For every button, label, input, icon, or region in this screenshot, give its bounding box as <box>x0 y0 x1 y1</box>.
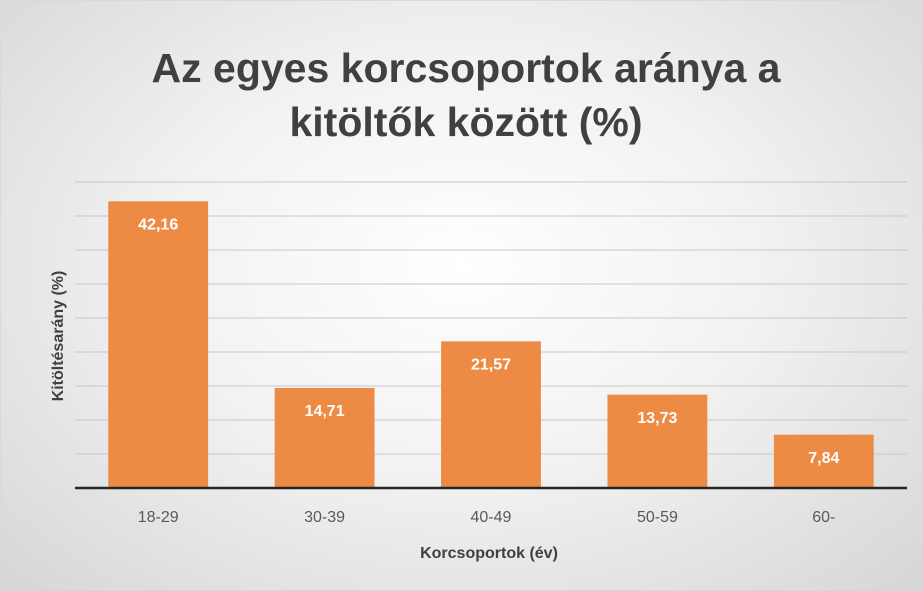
value-label: 7,84 <box>808 450 839 467</box>
value-label: 13,73 <box>637 410 677 427</box>
x-tick-label: 50-59 <box>637 509 678 526</box>
bar <box>274 387 375 488</box>
value-label: 21,57 <box>471 357 511 374</box>
x-tick-label: 30-39 <box>304 509 345 526</box>
value-label: 14,71 <box>305 403 345 420</box>
x-tick-label: 60- <box>812 509 835 526</box>
value-label: 42,16 <box>138 217 178 234</box>
bar <box>108 201 209 488</box>
y-axis-title: Kitöltésarány (%) <box>50 271 67 402</box>
x-tick-label: 40-49 <box>471 509 512 526</box>
x-axis-title: Korcsoportok (év) <box>420 545 558 562</box>
bar <box>607 394 708 488</box>
bar <box>773 434 874 488</box>
chart-title: Az egyes korcsoportok aránya a kitöltők … <box>151 45 781 145</box>
bar <box>441 341 541 488</box>
x-tick-label: 18-29 <box>138 509 179 526</box>
